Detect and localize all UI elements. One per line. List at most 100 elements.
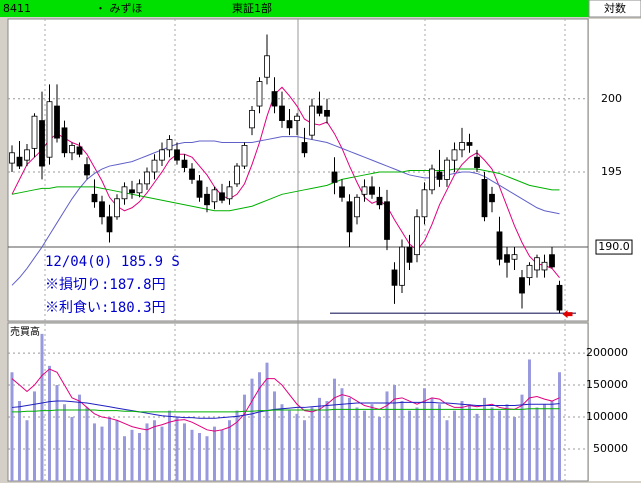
- candle-body: [24, 149, 30, 161]
- candle-body: [211, 189, 218, 203]
- volume-bar: [370, 404, 374, 481]
- volume-bar: [258, 372, 261, 481]
- volume-bar: [63, 404, 66, 481]
- candle-body: [489, 193, 495, 203]
- volume-bar: [183, 423, 186, 481]
- candle-body: [519, 277, 525, 294]
- volume-bar: [153, 420, 156, 481]
- candle-body: [316, 105, 323, 114]
- candle-body: [271, 91, 278, 107]
- volume-bar: [138, 433, 141, 481]
- candle-body: [279, 105, 285, 121]
- candle-body: [196, 180, 203, 198]
- volume-bar: [453, 410, 456, 481]
- candle-body: [421, 189, 428, 218]
- candle-body: [346, 201, 353, 233]
- candle-body: [331, 171, 338, 183]
- candle-body: [91, 193, 98, 203]
- candle-body: [451, 149, 458, 161]
- volume-bar: [175, 417, 179, 481]
- volume-bar: [438, 404, 441, 481]
- candle-body: [16, 156, 23, 167]
- candle-body: [496, 231, 503, 260]
- volume-bar: [123, 436, 126, 481]
- candle-body: [249, 109, 255, 129]
- candle-body: [541, 261, 548, 271]
- candle-body: [309, 105, 315, 136]
- volume-title: 売買高: [10, 325, 40, 338]
- candle-body: [121, 186, 128, 200]
- code: 8411: [3, 2, 31, 15]
- candle-body: [256, 81, 263, 107]
- volume-bar: [250, 378, 254, 481]
- volume-bar: [408, 410, 411, 481]
- volume-bar: [220, 429, 224, 481]
- volume-bar: [40, 333, 44, 481]
- y-tick-label: 150000: [586, 378, 628, 391]
- volume-bar: [55, 385, 59, 481]
- annotation: ※利食い:180.3円: [45, 299, 166, 316]
- volume-bar: [273, 391, 276, 481]
- moving-average: [11, 86, 560, 278]
- volume-bar: [303, 420, 306, 481]
- y-tick-label: 200000: [586, 346, 628, 359]
- candle-body: [376, 196, 383, 206]
- volume-bar: [543, 404, 546, 481]
- scale-mode: 対数: [604, 1, 626, 15]
- candle-body: [436, 171, 443, 180]
- candle-body: [384, 201, 390, 240]
- candle-body: [181, 159, 188, 168]
- volume-bar: [78, 394, 81, 481]
- volume-bar: [70, 417, 74, 481]
- candle-body: [481, 178, 488, 218]
- candle-body: [151, 159, 158, 173]
- candle-body: [219, 192, 225, 201]
- candle-body: [511, 254, 518, 260]
- volume-bar: [93, 423, 96, 481]
- volume-bar: [205, 436, 209, 481]
- candle-body: [144, 171, 150, 185]
- volume-bar: [33, 391, 36, 481]
- candle-body: [136, 183, 143, 194]
- volume-bar: [490, 407, 494, 481]
- volume-bar: [513, 417, 516, 481]
- volume-bar: [558, 372, 561, 481]
- candle-body: [234, 165, 240, 185]
- volume-bar: [460, 401, 464, 481]
- volume-bar: [100, 426, 104, 481]
- volume-bar: [48, 365, 51, 481]
- y-tick-label: 200: [601, 92, 622, 105]
- candle-body: [226, 186, 233, 200]
- scale-box: [588, 0, 641, 18]
- candle-body: [399, 246, 405, 286]
- candle-body: [174, 149, 180, 161]
- volume-bar: [498, 410, 501, 481]
- volume-bar: [385, 391, 389, 481]
- y-tick-label: 100000: [586, 410, 628, 423]
- candle-body: [84, 164, 90, 176]
- header-bar: [0, 0, 589, 17]
- volume-bar: [145, 423, 149, 481]
- volume-bar: [415, 407, 419, 481]
- volume-bar: [400, 401, 404, 481]
- y-tick-label: 195: [601, 165, 622, 178]
- candle-body: [114, 198, 120, 218]
- last-price-arrow: [562, 310, 573, 319]
- candle-body: [301, 142, 308, 154]
- moving-average: [11, 400, 560, 419]
- volume-bar: [528, 359, 531, 481]
- volume-bar: [280, 404, 284, 481]
- volume-bar: [378, 417, 381, 481]
- annotation: ※損切り:187.8円: [45, 277, 166, 293]
- name: ・ みずほ: [95, 2, 143, 15]
- candle-body: [466, 142, 473, 146]
- candle-body: [241, 145, 248, 167]
- volume-bar: [535, 407, 539, 481]
- candle-body: [39, 120, 45, 167]
- candle-body: [504, 254, 510, 263]
- moving-average: [12, 408, 560, 413]
- volume-bar: [190, 429, 194, 481]
- candle-body: [76, 146, 83, 155]
- candle-body: [526, 264, 533, 279]
- candle-body: [61, 127, 68, 154]
